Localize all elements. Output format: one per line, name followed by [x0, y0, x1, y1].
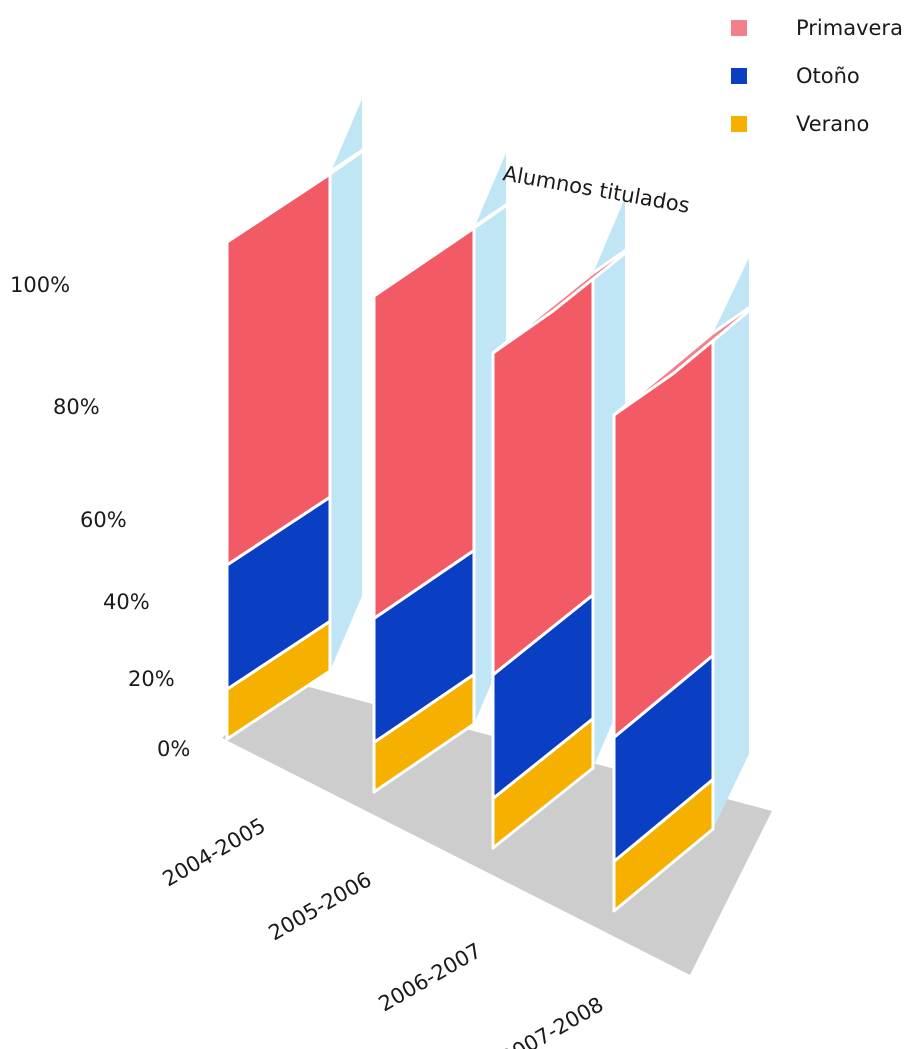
y-tick-label: 0% [157, 737, 190, 761]
bar-top-face [612, 289, 775, 417]
y-tick-label: 80% [53, 395, 100, 419]
chart-title: Alumnos titulados [501, 161, 691, 217]
bar-top-face [372, 184, 536, 298]
legend-swatch [731, 20, 747, 36]
bar-top-face [225, 130, 392, 244]
legend-item-otoño: Otoño [731, 64, 860, 88]
legend-swatch [731, 68, 747, 84]
x-tick-label: 2004-2005 [159, 813, 270, 891]
bar-stack-2004-2005 [225, 99, 392, 741]
x-tick-label: 2007-2008 [497, 992, 608, 1049]
bar-side-face [713, 258, 749, 829]
bar-top-face [491, 229, 655, 355]
y-tick-label: 60% [80, 508, 127, 532]
legend-label: Verano [796, 112, 869, 136]
bar-stack-2007-2008 [612, 258, 775, 913]
x-tick-label: 2005-2006 [265, 867, 376, 945]
y-tick-label: 40% [103, 590, 150, 614]
legend: Primavera Otoño Verano [731, 16, 903, 136]
legend-swatch [731, 116, 747, 132]
y-tick-label: 20% [128, 667, 175, 691]
legend-item-primavera: Primavera [731, 16, 903, 40]
x-tick-label: 2006-2007 [375, 938, 486, 1016]
legend-item-verano: Verano [731, 112, 869, 136]
bar-side-face [330, 99, 362, 671]
y-tick-label: 100% [10, 273, 70, 297]
legend-label: Otoño [796, 64, 860, 88]
legend-label: Primavera [796, 16, 903, 40]
